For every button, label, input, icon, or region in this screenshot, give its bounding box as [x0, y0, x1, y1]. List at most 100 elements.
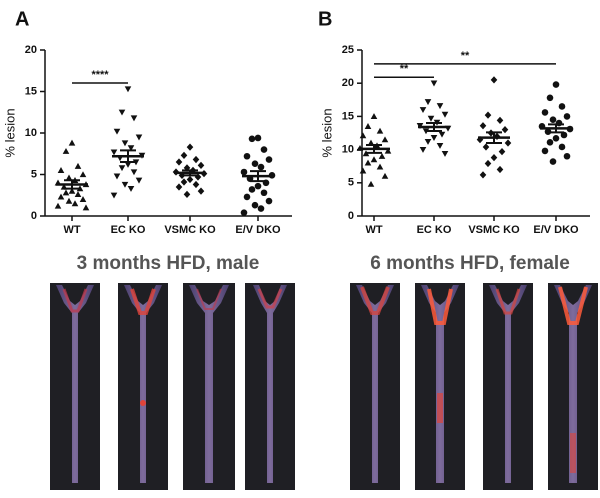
error-bar — [182, 169, 198, 177]
photo — [483, 283, 533, 490]
data-point — [419, 146, 427, 153]
data-point — [248, 135, 256, 143]
data-point — [490, 76, 498, 84]
data-point — [430, 135, 438, 141]
photo — [415, 283, 465, 490]
data-point — [479, 171, 487, 179]
data-point — [436, 142, 444, 149]
data-point — [124, 161, 132, 168]
photo — [118, 283, 168, 490]
data-point — [68, 187, 76, 194]
data-point — [441, 150, 449, 157]
data-point — [424, 138, 432, 145]
aorta-photos — [50, 283, 598, 490]
data-point — [192, 180, 200, 189]
data-point — [376, 127, 384, 134]
data-point — [127, 145, 135, 152]
data-point — [498, 147, 506, 156]
subtitle: 6 months HFD, female — [370, 253, 570, 274]
data-point — [496, 165, 504, 174]
data-point — [490, 153, 498, 162]
data-point — [359, 132, 367, 139]
data-point — [113, 128, 121, 135]
data-point — [82, 204, 90, 211]
data-point — [74, 191, 82, 198]
data-point — [549, 116, 557, 124]
data-point — [549, 158, 557, 165]
data-point — [257, 163, 265, 171]
data-point — [135, 134, 143, 141]
y-tick-label: 5 — [348, 177, 354, 189]
data-point — [251, 160, 259, 168]
data-point — [541, 109, 549, 116]
data-point — [110, 192, 118, 199]
error-bar — [250, 170, 266, 183]
data-point — [558, 103, 566, 110]
y-tick-label: 0 — [348, 210, 354, 222]
data-point — [57, 193, 65, 200]
data-point — [57, 167, 65, 173]
x-tick-label: EC KO — [417, 224, 452, 236]
data-point — [124, 86, 132, 93]
significance-label: ** — [400, 63, 409, 75]
data-point — [54, 202, 62, 209]
data-point — [130, 115, 138, 122]
y-tick-label: 10 — [25, 127, 37, 139]
data-point — [110, 149, 118, 156]
y-tick-label: 15 — [342, 110, 354, 122]
x-tick-label: E/V DKO — [533, 224, 579, 236]
data-point — [367, 180, 375, 187]
data-point — [62, 147, 70, 154]
data-point — [541, 147, 549, 155]
data-point — [197, 187, 205, 195]
photo — [50, 283, 100, 490]
x-tick-label: E/V DKO — [235, 224, 281, 236]
photo — [245, 283, 295, 490]
y-axis-label: % lesion — [319, 108, 334, 157]
y-tick-label: 15 — [25, 85, 37, 97]
data-point — [243, 152, 251, 160]
error-bar — [64, 179, 80, 190]
data-point — [430, 80, 438, 87]
data-point — [180, 151, 188, 160]
data-point — [175, 183, 183, 191]
photo — [183, 283, 235, 490]
x-tick-label: VSMC KO — [468, 224, 520, 236]
data-point — [113, 173, 121, 180]
data-point — [441, 111, 449, 118]
data-point — [71, 200, 79, 207]
data-point — [546, 94, 554, 102]
significance-label: **** — [91, 69, 109, 81]
data-point — [74, 162, 82, 169]
error-bar — [426, 122, 442, 133]
data-point — [254, 182, 262, 190]
data-point — [552, 135, 560, 142]
data-point — [65, 174, 73, 181]
x-tick-label: EC KO — [111, 224, 146, 236]
data-point — [427, 115, 435, 122]
data-point — [127, 185, 135, 192]
data-point — [563, 152, 571, 160]
data-point — [183, 190, 191, 199]
data-point — [243, 193, 251, 201]
y-tick-label: 20 — [342, 77, 354, 89]
data-point — [376, 163, 384, 170]
data-point — [384, 147, 392, 154]
data-point — [381, 136, 389, 143]
y-tick-label: 25 — [342, 44, 354, 56]
data-point — [501, 126, 509, 134]
data-point — [121, 140, 129, 147]
data-point — [79, 171, 87, 178]
data-point — [436, 103, 444, 110]
data-point — [260, 146, 268, 153]
data-point — [180, 178, 188, 186]
data-point — [186, 175, 194, 184]
data-point — [359, 167, 367, 174]
data-point — [546, 138, 554, 146]
data-point — [118, 165, 126, 172]
data-point — [370, 156, 378, 163]
data-point — [135, 177, 143, 184]
data-point — [482, 143, 490, 151]
data-point — [504, 139, 512, 147]
